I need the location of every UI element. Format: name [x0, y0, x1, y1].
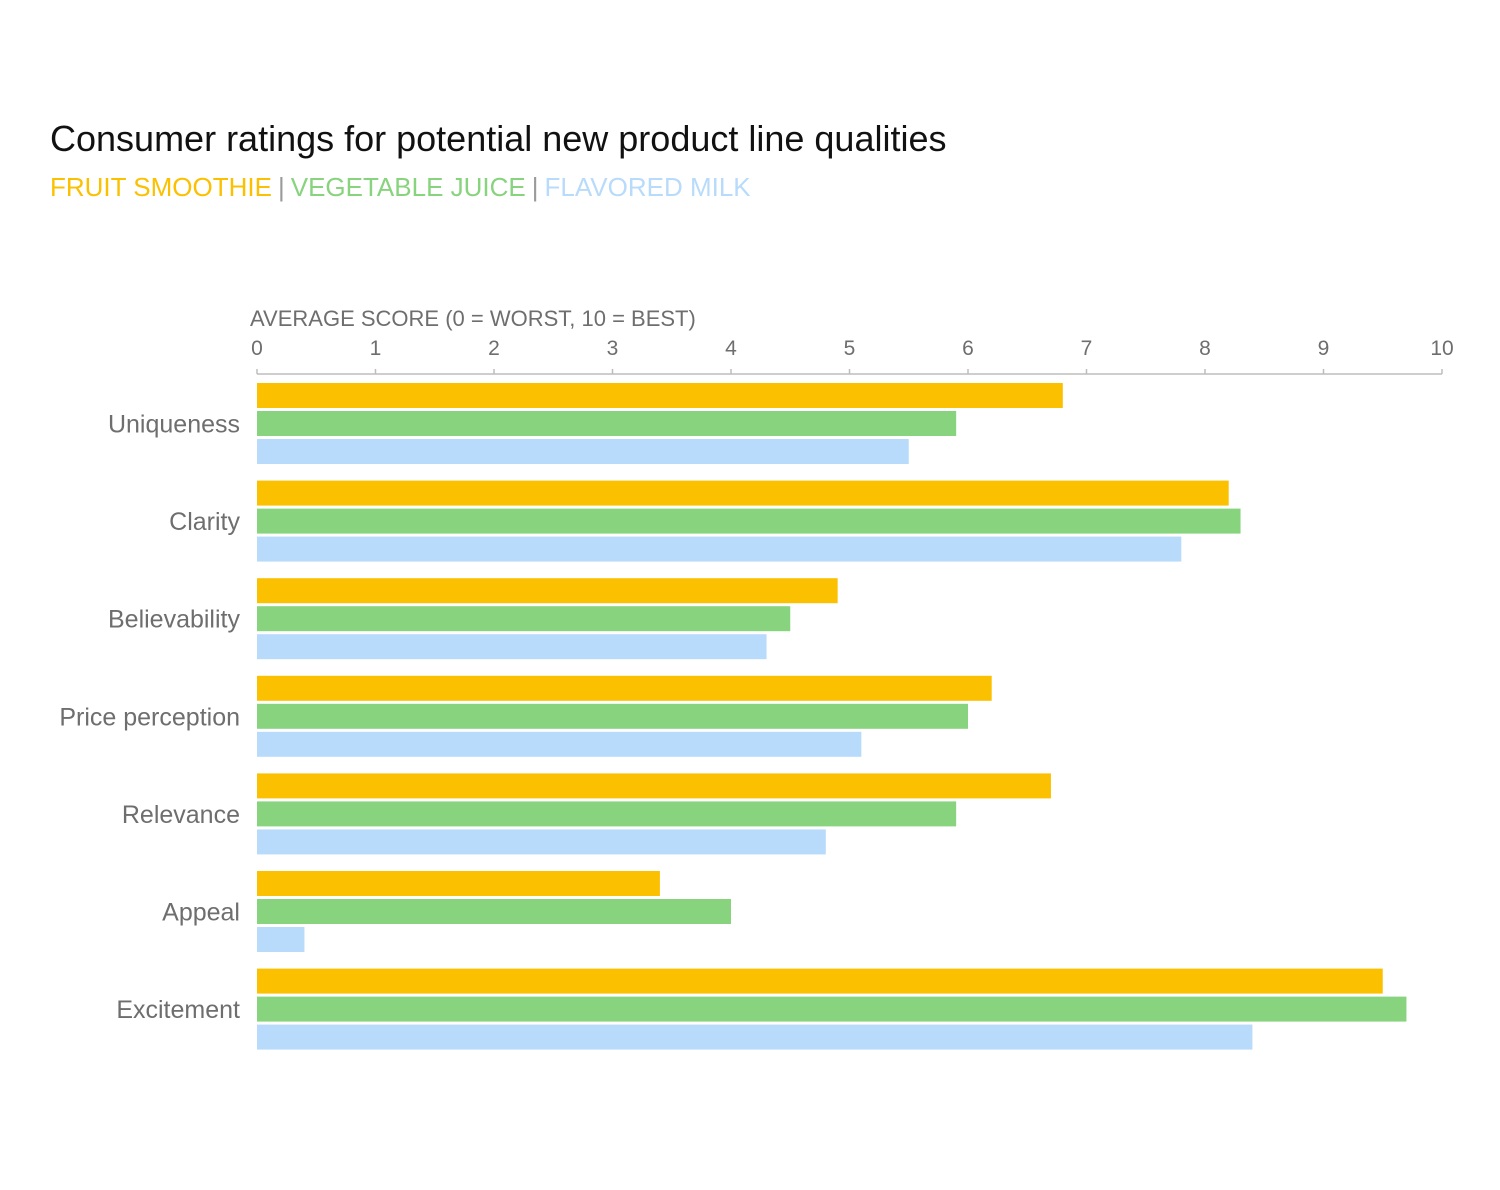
x-tick-label-4: 4: [725, 337, 737, 360]
x-tick-label-10: 10: [1430, 337, 1453, 360]
bar-appeal-flavored-milk: [257, 927, 305, 952]
bar-believability-flavored-milk: [257, 634, 767, 660]
legend-separator: |: [531, 172, 539, 202]
category-label-uniqueness: Uniqueness: [108, 411, 240, 439]
x-tick-label-6: 6: [962, 337, 974, 360]
x-tick-label-2: 2: [488, 337, 500, 360]
legend: FRUIT SMOOTHIE | VEGETABLE JUICE | FLAVORED …: [50, 172, 751, 203]
bar-believability-fruit-smoothie: [257, 578, 838, 604]
x-tick-label-3: 3: [607, 337, 619, 360]
category-label-price-perception: Price perception: [59, 703, 240, 731]
bar-uniqueness-fruit-smoothie: [257, 383, 1063, 408]
bar-excitement-fruit-smoothie: [257, 968, 1383, 994]
legend-entry-fruit-smoothie: FRUIT SMOOTHIE: [50, 172, 272, 202]
category-label-believability: Believability: [108, 606, 241, 634]
category-label-appeal: Appeal: [162, 899, 240, 927]
bar-relevance-vegetable-juice: [257, 801, 957, 827]
bar-clarity-flavored-milk: [257, 536, 1182, 562]
bar-price-perception-flavored-milk: [257, 731, 862, 757]
x-tick-label-5: 5: [844, 337, 856, 360]
legend-entry-flavored-milk: FLAVORED MILK: [544, 172, 751, 202]
bar-uniqueness-flavored-milk: [257, 439, 909, 464]
bar-clarity-vegetable-juice: [257, 508, 1241, 534]
bar-excitement-vegetable-juice: [257, 996, 1407, 1022]
category-label-excitement: Excitement: [116, 996, 240, 1024]
bar-uniqueness-vegetable-juice: [257, 411, 957, 436]
chart-title: Consumer ratings for potential new produ…: [50, 118, 947, 159]
bar-excitement-flavored-milk: [257, 1024, 1253, 1050]
bar-appeal-vegetable-juice: [257, 899, 731, 924]
x-tick-label-7: 7: [1081, 337, 1093, 360]
category-label-relevance: Relevance: [122, 801, 240, 829]
legend-separator: |: [277, 172, 285, 202]
bar-clarity-fruit-smoothie: [257, 480, 1229, 506]
bar-price-perception-fruit-smoothie: [257, 675, 992, 701]
x-axis-title: AVERAGE SCORE (0 = WORST, 10 = BEST): [250, 306, 696, 331]
bar-relevance-flavored-milk: [257, 829, 826, 855]
bar-relevance-fruit-smoothie: [257, 773, 1051, 799]
x-tick-label-1: 1: [370, 337, 382, 360]
x-tick-label-0: 0: [251, 337, 263, 360]
x-tick-label-9: 9: [1318, 337, 1330, 360]
bar-price-perception-vegetable-juice: [257, 703, 968, 729]
legend-entry-vegetable-juice: VEGETABLE JUICE: [290, 172, 526, 202]
x-tick-label-8: 8: [1199, 337, 1211, 360]
bar-appeal-fruit-smoothie: [257, 871, 660, 896]
category-label-clarity: Clarity: [169, 508, 240, 536]
bar-believability-vegetable-juice: [257, 606, 791, 632]
